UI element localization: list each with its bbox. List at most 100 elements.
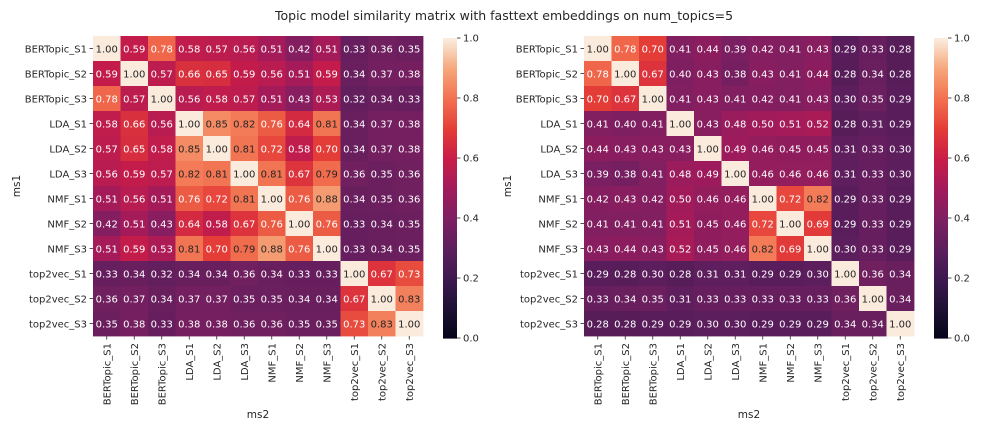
heatmap-cell — [203, 61, 231, 87]
heatmap-cell — [804, 86, 832, 112]
x-tick-label: top2vec_S1 — [350, 343, 361, 401]
heatmap-cell — [611, 236, 640, 262]
colorbar-gradient-segment — [934, 303, 948, 307]
cell-value-label: 0.67 — [233, 219, 255, 230]
cell-value-label: 0.41 — [642, 119, 664, 130]
heatmap-cell — [831, 286, 860, 312]
colorbar-gradient-segment — [934, 70, 948, 74]
cell-value-label: 0.34 — [371, 244, 393, 255]
cell-value-label: 0.38 — [398, 119, 420, 130]
heatmap-cell — [611, 61, 640, 87]
cell-value-label: 0.30 — [697, 319, 719, 330]
heatmap-cell — [230, 186, 259, 212]
heatmap-cell — [721, 136, 750, 162]
cell-value-label: 0.33 — [752, 294, 774, 305]
cell-value-label: 0.66 — [123, 119, 145, 130]
colorbar-gradient-segment — [934, 315, 948, 319]
cell-value-label: 0.35 — [233, 294, 255, 305]
heatmap-cell — [120, 36, 149, 62]
cell-value-label: 0.46 — [724, 194, 746, 205]
cell-value-label: 1.00 — [724, 169, 746, 180]
colorbar-gradient-segment — [443, 228, 457, 232]
heatmap-cell — [584, 36, 612, 62]
cell-value-label: 0.28 — [614, 269, 636, 280]
colorbar-gradient-segment — [443, 163, 457, 167]
colorbar-gradient-segment — [934, 78, 948, 82]
heatmap-cell — [148, 61, 176, 87]
cell-value-label: 0.50 — [752, 119, 774, 130]
cell-value-label: 0.29 — [752, 319, 774, 330]
heatmap-cell — [749, 86, 777, 112]
cell-value-label: 0.33 — [779, 294, 801, 305]
cell-value-label: 1.00 — [178, 119, 200, 130]
cell-value-label: 0.85 — [178, 144, 200, 155]
heatmap-cell — [93, 211, 121, 237]
colorbar-gradient-segment — [443, 305, 457, 309]
cell-value-label: 0.85 — [206, 119, 228, 130]
cell-value-label: 0.51 — [316, 44, 338, 55]
x-tick-label: top2vec_S3 — [896, 343, 907, 401]
colorbar-gradient-segment — [443, 210, 457, 214]
cell-value-label: 0.34 — [614, 294, 636, 305]
colorbar-gradient-segment — [443, 283, 457, 287]
heatmap-cell — [694, 61, 722, 87]
x-tick-label: LDA_S1 — [185, 343, 196, 381]
colorbar-gradient-segment — [934, 335, 948, 339]
colorbar-gradient-segment — [443, 55, 457, 59]
heatmap-cell — [148, 286, 176, 312]
colorbar-gradient-segment — [934, 253, 948, 257]
heatmap-cell — [368, 286, 396, 312]
colorbar-gradient-segment — [443, 263, 457, 267]
heatmap-cell — [831, 136, 860, 162]
cell-value-label: 0.42 — [752, 94, 774, 105]
heatmap-cell — [831, 236, 860, 262]
cell-value-label: 0.38 — [178, 319, 200, 330]
colorbar-gradient-segment — [934, 290, 948, 294]
colorbar-gradient-segment — [934, 110, 948, 114]
cell-value-label: 0.32 — [343, 94, 365, 105]
colorbar-gradient-segment — [934, 173, 948, 177]
colorbar-gradient-segment — [443, 235, 457, 239]
heatmap-cell — [776, 311, 805, 337]
cell-value-label: 0.59 — [233, 69, 255, 80]
colorbar-gradient-segment — [934, 68, 948, 72]
cell-value-label: 0.28 — [889, 69, 911, 80]
heatmap-cell — [721, 236, 750, 262]
heatmap-cell — [776, 61, 805, 87]
cell-value-label: 0.36 — [862, 269, 884, 280]
colorbar-gradient-segment — [934, 150, 948, 154]
colorbar-gradient-segment — [934, 105, 948, 109]
heatmap-cell — [666, 211, 695, 237]
heatmap-cell — [666, 286, 695, 312]
cell-value-label: 0.67 — [343, 294, 365, 305]
colorbar-gradient-segment — [934, 43, 948, 47]
cell-value-label: 0.43 — [752, 69, 774, 80]
heatmap-cell — [340, 36, 369, 62]
colorbar-gradient-segment — [443, 118, 457, 122]
heatmap-cell — [859, 286, 887, 312]
heatmap-cell — [313, 261, 341, 287]
heatmap-cell — [721, 186, 750, 212]
cell-value-label: 0.41 — [779, 94, 801, 105]
cell-value-label: 1.00 — [398, 319, 420, 330]
cell-value-label: 0.36 — [343, 169, 365, 180]
heatmap-cell — [148, 261, 176, 287]
heatmap-cell — [395, 311, 424, 337]
y-tick-label: BERTopic_S1 — [516, 44, 578, 55]
colorbar-gradient-segment — [443, 170, 457, 174]
cell-value-label: 0.43 — [642, 144, 664, 155]
cell-value-label: 0.76 — [178, 194, 200, 205]
colorbar-gradient-segment — [443, 115, 457, 119]
y-axis-label: ms1 — [502, 175, 514, 197]
colorbar-gradient-segment — [443, 138, 457, 142]
cell-value-label: 0.35 — [862, 94, 884, 105]
cell-value-label: 0.79 — [316, 169, 338, 180]
heatmap-cell — [395, 261, 424, 287]
cell-value-label: 0.43 — [697, 94, 719, 105]
colorbar-gradient-segment — [443, 230, 457, 234]
heatmap-cell — [230, 111, 259, 137]
cell-value-label: 0.78 — [96, 94, 118, 105]
heatmap-cell — [230, 261, 259, 287]
cell-value-label: 0.66 — [178, 69, 200, 80]
cell-value-label: 0.45 — [779, 144, 801, 155]
